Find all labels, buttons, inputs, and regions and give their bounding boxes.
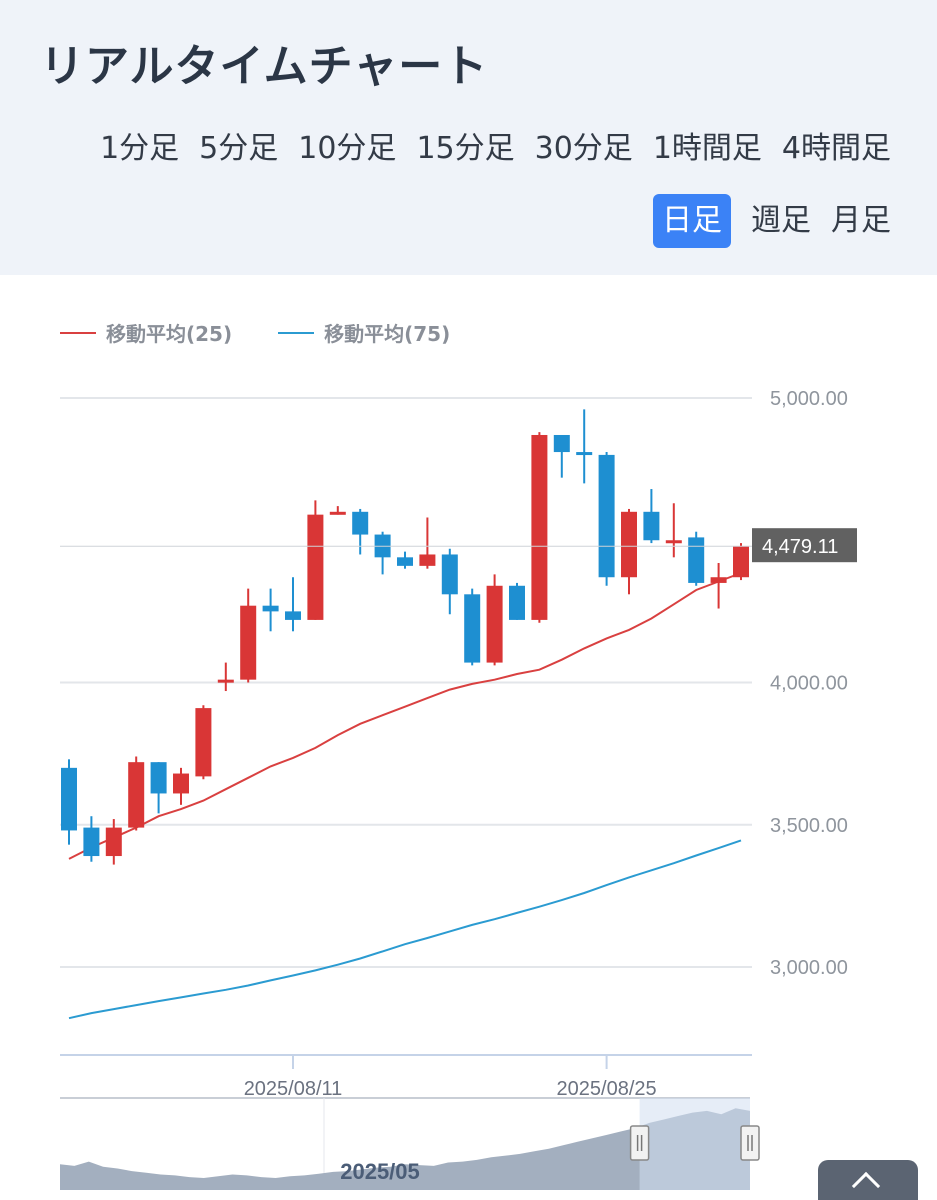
chart-legend: 移動平均(25) 移動平均(75) xyxy=(60,318,450,347)
grid-lines xyxy=(60,397,752,968)
candle-body xyxy=(621,511,637,578)
timeframe-tabs-row1: 1分足 5分足 10分足 15分足 30分足 1時間足 4時間足 xyxy=(100,126,891,172)
candle-body xyxy=(509,585,525,620)
candle-body xyxy=(83,827,100,857)
legend-ma25-label: 移動平均(25) xyxy=(106,322,233,346)
candle-body xyxy=(128,762,145,828)
candle-body xyxy=(733,546,749,578)
tab-1hour[interactable]: 1時間足 xyxy=(652,131,762,166)
legend-ma25[interactable]: 移動平均(25) xyxy=(60,318,232,347)
timeframe-tabs-row2: 日足 週足 月足 xyxy=(653,194,891,248)
navigator-right-handle xyxy=(740,1125,760,1161)
tab-5min[interactable]: 5分足 xyxy=(199,131,279,166)
legend-ma75[interactable]: 移動平均(75) xyxy=(278,318,450,347)
candle-body xyxy=(61,767,77,831)
last-price-badge xyxy=(752,528,857,563)
tab-1min[interactable]: 1分足 xyxy=(100,131,180,166)
tab-daily[interactable]: 日足 xyxy=(653,194,731,248)
candle-body xyxy=(217,679,234,683)
candle-body xyxy=(598,454,615,578)
last-price-label: 4,479.11 xyxy=(762,536,838,558)
ma75-line-group xyxy=(68,839,742,1020)
ma25-line xyxy=(68,572,742,860)
candles xyxy=(61,409,749,865)
x-tick-label: 2025/08/11 xyxy=(244,1078,343,1100)
candle-body xyxy=(531,434,548,620)
y-tick-label: 5,000.00 xyxy=(770,388,848,410)
candle-body xyxy=(150,762,167,794)
tab-10min[interactable]: 10分足 xyxy=(298,131,397,166)
navigator-selection xyxy=(639,1098,750,1190)
legend-ma75-label: 移動平均(75) xyxy=(324,322,451,346)
candle-body xyxy=(643,511,660,541)
x-tick-label: 2025/08/25 xyxy=(557,1078,657,1100)
tab-4hour[interactable]: 4時間足 xyxy=(781,131,891,166)
candle-body xyxy=(307,514,324,620)
legend-ma25-swatch xyxy=(60,331,96,334)
tab-15min[interactable]: 15分足 xyxy=(416,131,515,166)
scroll-top-button[interactable] xyxy=(818,1160,918,1200)
candle-body xyxy=(397,557,413,566)
navigator-label: 2025/05 xyxy=(340,1159,420,1184)
candle-body xyxy=(262,605,279,612)
header: リアルタイムチャート 1分足 5分足 10分足 15分足 30分足 1時間足 4… xyxy=(0,0,937,275)
candle-body xyxy=(240,605,257,680)
chevron-up-icon xyxy=(851,1171,881,1200)
y-tick-label: 3,500.00 xyxy=(770,815,848,837)
ma25-line-group xyxy=(68,572,742,860)
candle-body xyxy=(553,434,570,453)
candle-body xyxy=(419,554,436,566)
candle-body xyxy=(195,708,212,777)
candle-body xyxy=(285,611,301,620)
y-tick-label: 3,000.00 xyxy=(770,957,848,979)
x-axis: 2025/08/11 2025/08/25 xyxy=(60,1054,752,1100)
tab-weekly[interactable]: 週足 xyxy=(751,203,811,238)
candle-body xyxy=(464,594,481,663)
tab-monthly[interactable]: 月足 xyxy=(831,203,891,238)
candle-body xyxy=(665,540,682,544)
candle-body xyxy=(688,537,705,583)
page-title: リアルタイムチャート xyxy=(40,41,489,92)
candlestick-chart[interactable]: 3,000.00 3,500.00 4,000.00 5,000.00 4,479.1… xyxy=(0,276,937,1200)
candle-body xyxy=(329,511,346,515)
tab-30min[interactable]: 30分足 xyxy=(534,131,633,166)
last-price-group: 4,479.11 xyxy=(60,528,857,563)
candle-body xyxy=(710,577,727,583)
candle-body xyxy=(173,773,189,794)
navigator-area xyxy=(60,1108,750,1190)
legend-ma75-swatch xyxy=(278,331,315,334)
navigator-left-handle xyxy=(629,1125,650,1161)
candle-body xyxy=(352,511,369,535)
ma75-line xyxy=(68,839,742,1020)
y-axis: 3,000.00 3,500.00 4,000.00 5,000.00 xyxy=(770,388,848,979)
candle-body xyxy=(486,585,503,663)
navigator[interactable]: 2025/05 xyxy=(60,1097,760,1190)
candle-body xyxy=(105,827,122,857)
candle-body xyxy=(441,554,458,595)
candle-body xyxy=(576,452,593,456)
y-tick-label: 4,000.00 xyxy=(770,673,848,695)
